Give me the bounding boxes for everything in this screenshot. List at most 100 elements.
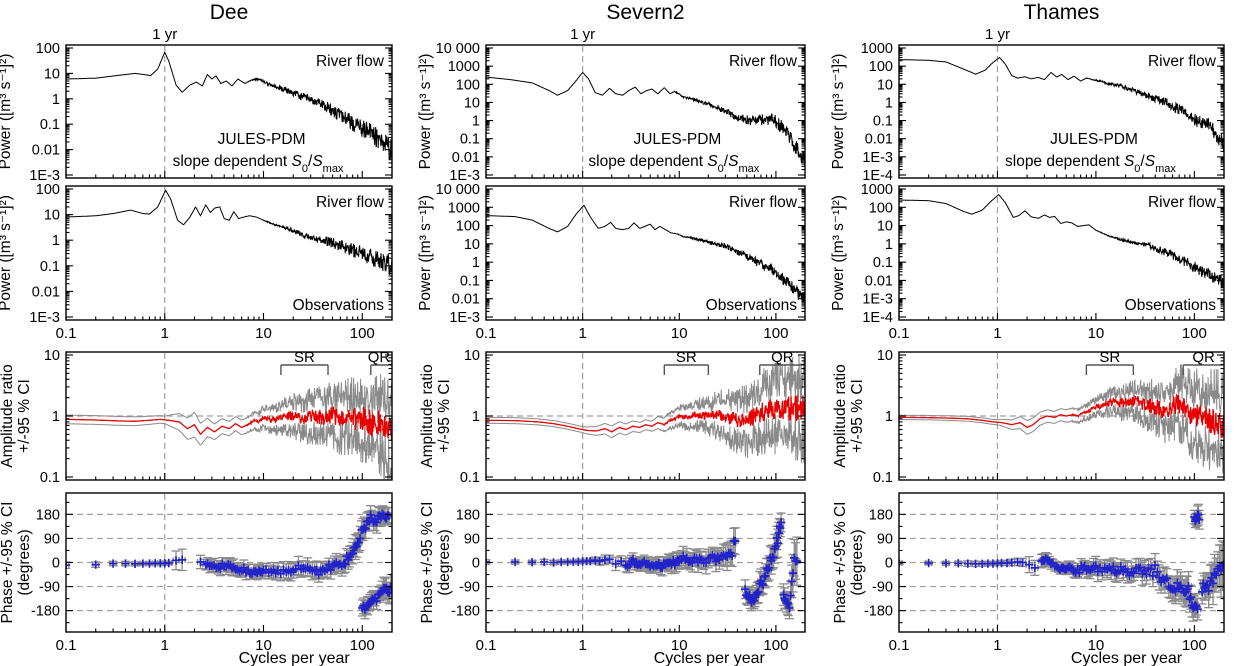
svg-text:1000: 1000 [861,41,893,57]
svg-text:10: 10 [464,348,480,364]
svg-text:0.1: 0.1 [476,637,497,654]
svg-text:1E-3: 1E-3 [862,150,893,166]
svg-text:1: 1 [578,325,586,342]
svg-text:1E-4: 1E-4 [862,168,893,184]
svg-text:0.01: 0.01 [452,292,480,308]
svg-text:180: 180 [869,507,893,523]
svg-text:1: 1 [161,637,169,654]
svg-text:0.1: 0.1 [56,637,77,654]
svg-text:(degrees): (degrees) [849,529,866,595]
svg-text:0.1: 0.1 [889,325,910,342]
svg-text:River flow: River flow [729,53,798,70]
svg-text:+/-95 % CI: +/-95 % CI [849,379,866,453]
svg-text:Cycles per year: Cycles per year [239,650,351,666]
svg-text:Amplitude ratio: Amplitude ratio [419,364,436,467]
svg-text:0.01: 0.01 [865,132,893,148]
svg-text:River flow: River flow [729,194,798,211]
svg-text:1: 1 [161,325,169,342]
svg-text:Phase +/-95 % CI: Phase +/-95 % CI [0,502,16,624]
svg-text:1E-4: 1E-4 [862,310,893,326]
phase-panel-thames: 180 90 0 -90 -180 [864,492,1225,633]
svg-text:10: 10 [877,219,893,235]
svg-text:QR: QR [1192,349,1215,366]
charts-severn2: River flow JULES-PDM slope dependent S0/Sm… [417,26,806,666]
svg-text:1: 1 [472,114,480,130]
svg-text:100: 100 [869,200,893,216]
svg-text:QR: QR [368,349,391,366]
svg-text:1000: 1000 [861,182,893,198]
svg-text:1000: 1000 [448,59,480,75]
svg-text:0.1: 0.1 [460,470,480,486]
svg-text:1E-3: 1E-3 [29,168,60,184]
svg-text:JULES-PDM: JULES-PDM [1050,131,1138,148]
svg-text:100: 100 [763,325,788,342]
svg-text:100: 100 [869,59,893,75]
svg-text:1 yr: 1 yr [985,26,1010,43]
svg-text:1: 1 [52,409,60,425]
svg-text:1: 1 [472,409,480,425]
column-thames: Thames River flow JULES-PDM slope dependen… [825,0,1237,666]
svg-text:slope dependent S0/Smax: slope dependent S0/Smax [588,153,759,175]
charts-dee: River flow JULES-PDM slope dependent S0/Sm… [0,26,393,666]
svg-text:100: 100 [456,219,480,235]
svg-text:Observations: Observations [293,297,385,314]
svg-text:JULES-PDM: JULES-PDM [218,131,306,148]
phase-panel-severn2: 180 90 0 -90 -180 [451,492,806,633]
psd_obs-panel-severn2: River flow Observations 10 000 1000 100 10 1 0.… [436,182,806,326]
svg-text:100: 100 [1182,325,1207,342]
column-dee: Dee River flow JULES-PDM slope dependent S… [0,0,412,666]
psd_obs-panel-thames: River flow Observations 1000 100 10 1 0.1 0.01 1… [861,182,1225,326]
svg-text:10: 10 [1088,325,1105,342]
svg-text:slope dependent S0/Smax: slope dependent S0/Smax [1005,153,1176,175]
svg-text:Phase +/-95 % CI: Phase +/-95 % CI [832,502,849,624]
svg-text:1 yr: 1 yr [570,26,595,43]
phase-panel-dee: 180 90 0 -90 -180 [31,492,393,633]
svg-text:100: 100 [763,637,788,654]
svg-text:90: 90 [877,531,893,547]
svg-text:0.01: 0.01 [865,273,893,289]
svg-text:10: 10 [44,66,60,82]
svg-text:+/-95 % CI: +/-95 % CI [436,379,453,453]
svg-text:10: 10 [255,325,272,342]
svg-text:JULES-PDM: JULES-PDM [633,131,721,148]
svg-text:River flow: River flow [316,194,385,211]
svg-text:1: 1 [885,95,893,111]
svg-text:100: 100 [1182,637,1207,654]
psd_obs-panel-dee: River flow Observations 100 10 1 0.1 0.01 1E-3 [29,182,393,326]
svg-text:0.1: 0.1 [460,132,480,148]
svg-text:10: 10 [877,77,893,93]
svg-text:10 000: 10 000 [436,41,480,57]
svg-text:1E-3: 1E-3 [449,168,480,184]
svg-text:1: 1 [993,325,1001,342]
svg-text:100: 100 [36,182,60,198]
svg-text:0.1: 0.1 [873,255,893,271]
svg-text:10: 10 [255,637,272,654]
svg-text:River flow: River flow [1148,53,1217,70]
svg-text:-90: -90 [459,580,480,596]
svg-text:0.1: 0.1 [873,114,893,130]
svg-text:SR: SR [1099,349,1120,366]
svg-text:Power ([m³ s⁻¹]²): Power ([m³ s⁻¹]²) [0,195,14,311]
svg-text:0.1: 0.1 [40,470,60,486]
svg-text:1E-3: 1E-3 [862,292,893,308]
svg-text:1: 1 [578,637,586,654]
svg-text:0.01: 0.01 [32,284,60,300]
svg-text:-90: -90 [872,580,893,596]
svg-text:Power ([m³ s⁻¹]²): Power ([m³ s⁻¹]²) [0,54,14,170]
svg-text:0.1: 0.1 [40,259,60,275]
svg-text:1: 1 [52,92,60,108]
svg-text:90: 90 [464,531,480,547]
svg-text:0: 0 [472,556,480,572]
charts-thames: River flow JULES-PDM slope dependent S0/Sm… [830,26,1225,666]
svg-text:0.01: 0.01 [32,143,60,159]
svg-text:-180: -180 [864,604,893,620]
svg-text:0.1: 0.1 [476,325,497,342]
svg-text:Observations: Observations [1125,297,1217,314]
svg-text:1: 1 [52,233,60,249]
svg-text:0.1: 0.1 [889,637,910,654]
svg-text:180: 180 [456,507,480,523]
svg-text:100: 100 [350,325,375,342]
svg-text:10: 10 [464,95,480,111]
svg-text:(degrees): (degrees) [436,529,453,595]
svg-text:1: 1 [885,237,893,253]
